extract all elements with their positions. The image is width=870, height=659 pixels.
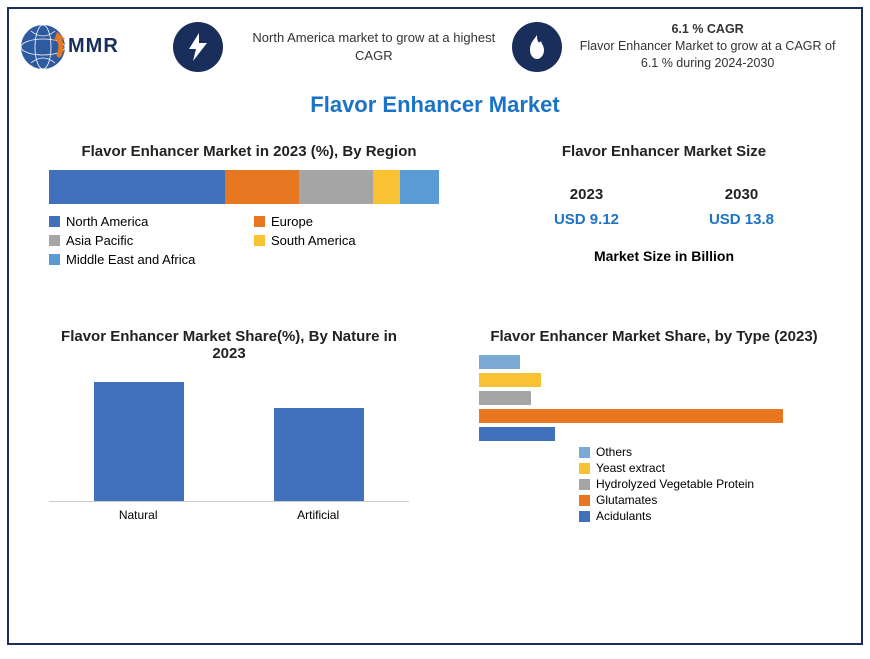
type-hbar <box>479 355 520 369</box>
nature-xlabel: Artificial <box>297 508 339 522</box>
region-segment <box>400 170 439 204</box>
swatch-icon <box>254 235 265 246</box>
market-size-panel: Flavor Enhancer Market Size 2023 USD 9.1… <box>509 143 819 264</box>
header-highlight-1: North America market to grow at a highes… <box>173 22 512 72</box>
nature-xlabels: Natural Artificial <box>49 508 409 522</box>
type-title: Flavor Enhancer Market Share, by Type (2… <box>469 328 839 345</box>
type-hbar <box>479 409 783 423</box>
region-segment <box>299 170 373 204</box>
cagr-desc: Flavor Enhancer Market to grow at a CAGR… <box>580 39 836 70</box>
nature-title: Flavor Enhancer Market Share(%), By Natu… <box>49 328 409 362</box>
type-legend: Others Yeast extract Hydrolyzed Vegetable … <box>579 445 839 523</box>
legend-label: Asia Pacific <box>66 233 133 248</box>
region-legend: North America Europe Asia Pacific South Ame… <box>49 214 449 267</box>
legend-label: Europe <box>271 214 313 229</box>
type-hbar <box>479 373 541 387</box>
legend-item: Middle East and Africa <box>49 252 244 267</box>
main-title: Flavor Enhancer Market <box>9 92 861 118</box>
legend-label: Yeast extract <box>596 461 665 475</box>
size-year-1: 2030 <box>709 186 774 203</box>
size-col-0: 2023 USD 9.12 <box>554 186 619 228</box>
legend-item: Asia Pacific <box>49 233 244 248</box>
brand-logo: MMR <box>19 19 173 74</box>
content-area: Flavor Enhancer Market in 2023 (%), By R… <box>9 118 861 598</box>
highlight1-text: North America market to grow at a highes… <box>235 29 512 64</box>
nature-bars-area <box>49 372 409 502</box>
size-val-0: USD 9.12 <box>554 211 619 228</box>
size-caption: Market Size in Billion <box>509 248 819 264</box>
legend-item: North America <box>49 214 244 229</box>
highlight2-text: 6.1 % CAGR Flavor Enhancer Market to gro… <box>574 21 841 72</box>
nature-chart: Flavor Enhancer Market Share(%), By Natu… <box>49 328 409 522</box>
legend-item: South America <box>254 233 449 248</box>
legend-label: Hydrolyzed Vegetable Protein <box>596 477 754 491</box>
legend-label: Acidulants <box>596 509 651 523</box>
region-title: Flavor Enhancer Market in 2023 (%), By R… <box>49 143 449 160</box>
cagr-title: 6.1 % CAGR <box>574 21 841 38</box>
size-year-0: 2023 <box>554 186 619 203</box>
header-highlight-2: 6.1 % CAGR Flavor Enhancer Market to gro… <box>512 21 841 72</box>
size-val-1: USD 13.8 <box>709 211 774 228</box>
type-chart: Flavor Enhancer Market Share, by Type (2… <box>469 328 839 525</box>
legend-item: Yeast extract <box>579 461 839 475</box>
flame-icon <box>512 22 562 72</box>
swatch-icon <box>579 447 590 458</box>
type-hbar <box>479 427 555 441</box>
swatch-icon <box>254 216 265 227</box>
legend-item: Glutamates <box>579 493 839 507</box>
swatch-icon <box>49 254 60 265</box>
legend-label: North America <box>66 214 148 229</box>
legend-item: Others <box>579 445 839 459</box>
legend-label: Middle East and Africa <box>66 252 195 267</box>
swatch-icon <box>49 216 60 227</box>
size-title: Flavor Enhancer Market Size <box>509 143 819 160</box>
region-segment <box>225 170 299 204</box>
nature-bar <box>94 382 184 501</box>
region-chart: Flavor Enhancer Market in 2023 (%), By R… <box>49 143 449 267</box>
globe-icon <box>19 19 74 74</box>
legend-item: Europe <box>254 214 449 229</box>
type-hbars <box>479 355 839 441</box>
swatch-icon <box>579 463 590 474</box>
size-col-1: 2030 USD 13.8 <box>709 186 774 228</box>
swatch-icon <box>579 495 590 506</box>
nature-bar <box>274 408 364 501</box>
region-segment <box>373 170 400 204</box>
region-segment <box>49 170 225 204</box>
swatch-icon <box>579 511 590 522</box>
infographic-frame: MMR North America market to grow at a hi… <box>7 7 863 645</box>
nature-xlabel: Natural <box>119 508 158 522</box>
legend-label: South America <box>271 233 356 248</box>
size-values-row: 2023 USD 9.12 2030 USD 13.8 <box>509 186 819 228</box>
legend-item: Hydrolyzed Vegetable Protein <box>579 477 839 491</box>
swatch-icon <box>49 235 60 246</box>
region-stacked-bar <box>49 170 439 204</box>
brand-text: MMR <box>68 35 119 58</box>
type-hbar <box>479 391 531 405</box>
legend-label: Others <box>596 445 632 459</box>
legend-item: Acidulants <box>579 509 839 523</box>
legend-label: Glutamates <box>596 493 657 507</box>
swatch-icon <box>579 479 590 490</box>
header: MMR North America market to grow at a hi… <box>9 9 861 74</box>
lightning-icon <box>173 22 223 72</box>
